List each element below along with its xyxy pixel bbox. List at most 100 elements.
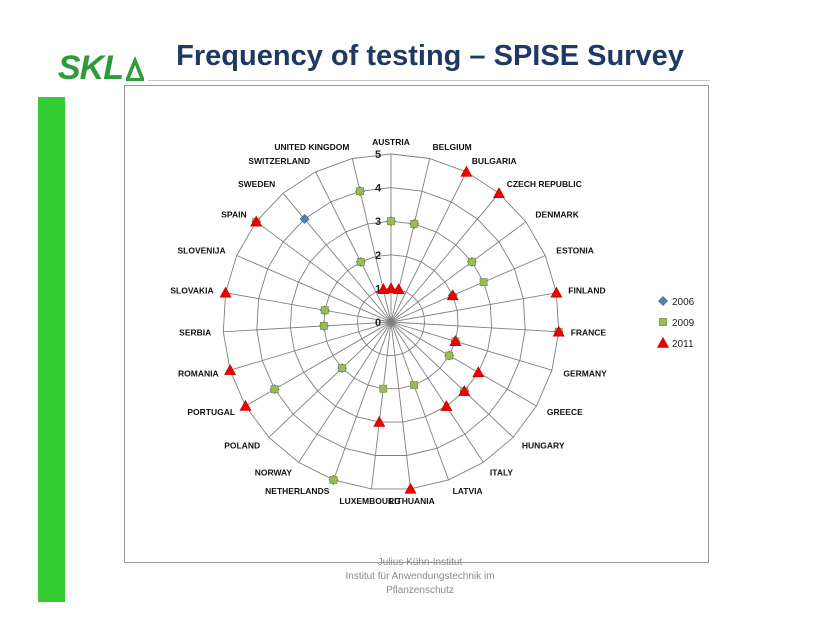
series-2009-point [445,351,454,360]
radar-category-label: SERBIA [179,328,211,338]
legend-label-2006: 2006 [672,297,695,308]
series-2009-point [410,381,418,389]
series-2011-point [219,286,232,298]
series-2011-point [224,364,237,375]
radar-spoke [390,158,431,323]
chart-frame: 0 1 2 3 4 5 AUSTRIA BELGIUM BULGARIA CZECH REPUBL… [124,85,709,563]
series-2009-point [479,278,488,286]
series-2009-point [338,364,346,372]
series-2009-point [270,385,279,394]
radar-spoke [333,321,392,481]
radar-category-label: SPAIN [221,210,246,220]
series-2011-point [449,335,462,347]
series-2011-point [492,187,506,198]
page-title: Frequency of testing – SPISE Survey [176,40,684,72]
radar-category-label: AUSTRIA [372,137,410,147]
radar-category-label: DENMARK [535,210,579,220]
radar-category-label: LUXEMBOURG [339,496,401,506]
radar-category-label: LATVIA [453,486,483,496]
radar-spoke [255,221,392,323]
radar-category-label: ITALY [490,467,513,477]
title-divider [148,80,710,81]
series-2011-point [250,215,263,227]
radar-grid-ring [323,254,459,390]
side-accent-bar [38,97,65,602]
radar-category-label: BULGARIA [472,156,517,166]
radar-grid-ring [222,153,560,490]
radar-category-label: GERMANY [563,369,607,379]
radar-spoke [390,321,411,489]
radar-tick-label: 0 [375,317,381,329]
radar-spoke [390,321,449,481]
radar-spoke [298,321,392,463]
radar-spoke [390,221,527,323]
radar-tick-label: 5 [375,149,381,161]
radar-category-label: ESTONIA [556,246,594,256]
radar-category-label: NETHERLANDS [265,486,330,496]
radar-spoke [245,321,392,407]
radar-category-label: CZECH REPUBLIC [507,179,582,189]
radar-grid-ring [256,187,526,456]
logo: SKL [58,48,148,88]
radar-category-label: UNITED KINGDOM [274,142,349,152]
radar-category-label: SWITZERLAND [248,156,310,166]
radar-tick-label: 4 [375,183,382,195]
series-2011-point [472,366,485,378]
legend-label-2011: 2011 [672,339,694,350]
footer-line-2: Institut für Anwendungstechnik im [345,571,495,582]
series-2011-point [404,482,417,494]
radar-category-label: PORTUGAL [187,407,235,417]
radar-spoke [225,292,392,323]
radar-spoke [390,193,500,323]
legend-label-2009: 2009 [672,318,695,329]
radar-category-label: SLOVENIJA [178,246,226,256]
radar-category-label: NORWAY [255,467,293,477]
radar-spoke [390,171,467,323]
series-2011-point [460,165,473,177]
radar-category-label: FINLAND [568,286,605,296]
footer-line-3: Pflanzenschutz [386,585,454,596]
radar-spoke [282,193,392,323]
radar-spoke [390,321,537,407]
series-2009-point [356,187,364,196]
radar-tick-label: 2 [375,250,381,262]
radar-spoke [268,321,392,438]
series-2009-point [320,306,329,315]
radar-grid-ring [357,287,425,356]
logo-text: SKL [58,49,124,87]
footer: Julius Kühn-Institut Institut für Anwend… [290,556,550,598]
radar-tick-label: 1 [375,283,381,295]
radar-spoke [351,158,392,323]
series-2009-point [356,258,365,266]
series-2009-point [387,217,395,226]
radar-spoke [390,321,553,371]
series-2011-point [458,385,471,396]
radar-spoke [223,321,392,333]
series-2011-point [392,283,405,294]
radar-grid-ring [289,220,493,423]
series-2009-point [467,257,476,266]
radar-spoke [390,321,484,463]
radar-spoke [390,255,546,323]
series-2011-point [239,399,252,411]
series-2011-point [446,289,459,301]
radar-category-label: ROMANIA [178,369,219,379]
radar-category-label: BELGIUM [433,142,472,152]
legend-marker-2011 [656,336,670,348]
series-2011-point [373,415,386,427]
series-2009-point [329,475,338,484]
legend-marker-2009 [659,318,667,326]
series-2011-point [550,286,563,298]
series-2011-point [552,325,565,337]
radar-category-label: SLOVAKIA [170,286,213,296]
radar-category-label: FRANCE [571,328,607,338]
radar-spoke [390,321,559,333]
radar-category-label: HUNGARY [522,441,565,451]
series-2011-point [384,282,398,294]
series-2006-point [299,214,310,224]
radar-category-label: POLAND [224,441,260,451]
series-2009-point [320,322,328,330]
radar-spoke [371,321,392,489]
legend-marker-2006 [658,296,668,306]
